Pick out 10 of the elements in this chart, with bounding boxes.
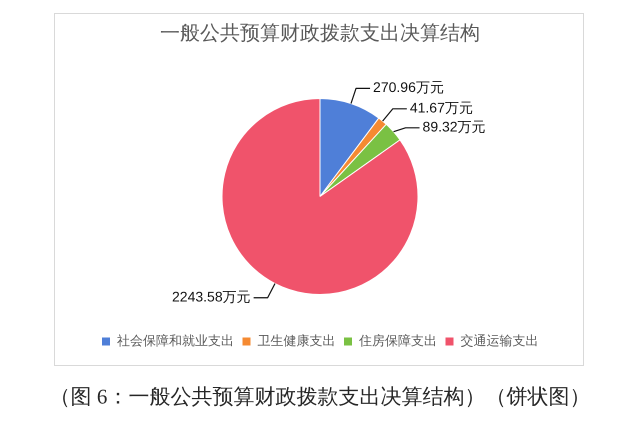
legend-label: 交通运输支出 [460,333,538,348]
legend-label: 卫生健康支出 [258,333,336,348]
legend-label: 社会保障和就业支出 [117,333,234,348]
data-label: 270.96万元 [373,79,444,96]
data-label: 2243.58万元 [172,288,251,305]
data-label: 41.67万元 [410,100,473,116]
legend-label: 住房保障支出 [358,333,437,348]
data-label: 89.32万元 [422,118,486,135]
text: （图 6：一般公共预算财政拨款支出决算结构）（饼状图） [50,384,590,409]
chart-title: 一般公共预算财政拨款支出决算结构 [160,22,480,44]
